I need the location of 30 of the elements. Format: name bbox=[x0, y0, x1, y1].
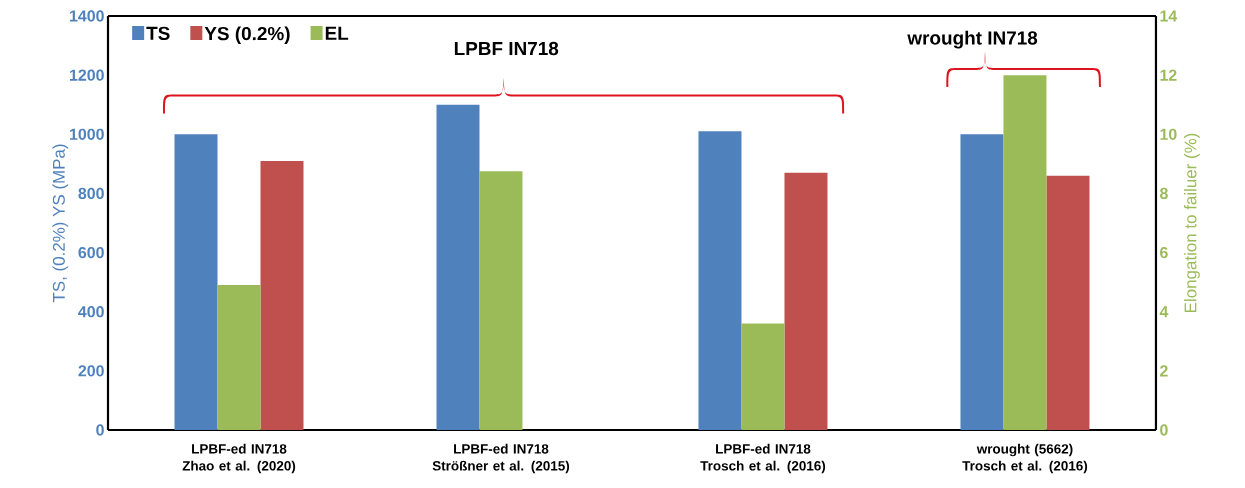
y2-tick-label: 2 bbox=[1160, 365, 1168, 377]
legend-label: TS bbox=[146, 26, 170, 41]
y2-tick-label: 8 bbox=[1159, 187, 1168, 200]
y2-tick-label: 14 bbox=[1160, 10, 1178, 22]
legend-label: YS (0.2%) bbox=[204, 26, 290, 45]
y2-tick-label: 10 bbox=[1160, 128, 1177, 140]
y-tick-label: 200 bbox=[78, 365, 104, 377]
bar bbox=[698, 131, 742, 430]
y-tick-label: 400 bbox=[78, 306, 104, 318]
y-tick-label: 1000 bbox=[70, 128, 104, 140]
annotation: LPBF IN718 bbox=[454, 41, 559, 56]
x-tick-label: LPBF-ed IN718 Trosch et al. (2016) bbox=[700, 443, 826, 474]
bar bbox=[784, 172, 828, 430]
y2-axis-title: Elongation to failuer (%) bbox=[1184, 133, 1200, 312]
y-tick-label: 600 bbox=[78, 246, 104, 259]
y2-tick-label: 6 bbox=[1160, 246, 1168, 259]
y-tick-label: 800 bbox=[78, 187, 104, 200]
y2-tick-label: 12 bbox=[1160, 69, 1177, 81]
x-tick-label: LPBF-ed IN718 Strößner et al. (2015) bbox=[432, 443, 570, 474]
bar bbox=[174, 134, 218, 430]
y-tick-label: 1200 bbox=[70, 69, 104, 81]
y2-tick-label: 0 bbox=[1160, 424, 1168, 436]
x-tick-label: wrought (5662) Trosch et al. (2016) bbox=[962, 443, 1088, 474]
y2-tick-label: 4 bbox=[1159, 306, 1169, 318]
annotation: wrought IN718 bbox=[907, 30, 1038, 49]
y-tick-label: 0 bbox=[96, 424, 104, 436]
legend-label: EL bbox=[325, 26, 349, 40]
y-tick-label: 1400 bbox=[70, 10, 104, 22]
y-axis-title: TS, (0.2%) YS (MPa) bbox=[52, 144, 69, 303]
x-tick-label: LPBF-ed IN718 Zhao et al. (2020) bbox=[182, 443, 296, 474]
